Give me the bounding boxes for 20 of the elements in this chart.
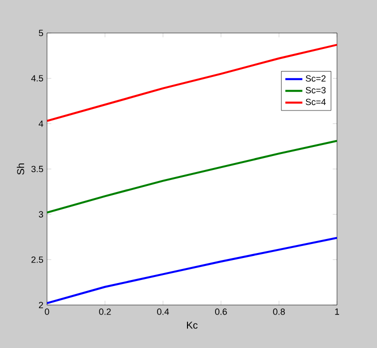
y-tick-label: 2 [38, 302, 44, 308]
legend-label: Sc=3 [306, 86, 326, 94]
y-tick-label: 2.5 [31, 256, 44, 263]
y-axis-title: Sh [16, 164, 24, 175]
line-series [47, 140, 338, 214]
x-tick-label: 0.6 [215, 308, 227, 315]
legend-label: Sc=4 [306, 98, 326, 106]
x-tick-label: 0.4 [157, 308, 169, 315]
y-tick-label: 5 [38, 30, 44, 36]
y-tick-label: 4 [38, 120, 44, 127]
x-axis-title: Kc [187, 322, 198, 329]
x-tick-label: 0 [44, 308, 50, 315]
x-tick-label: 0.2 [99, 308, 111, 315]
y-tick-label: 3.5 [31, 166, 44, 172]
x-tick-label: 1 [335, 308, 340, 315]
y-tick-label: 4.5 [31, 75, 44, 82]
legend-label: Sc=2 [306, 75, 326, 82]
y-tick-label: 3 [38, 211, 44, 218]
x-tick-label: 0.8 [273, 308, 285, 315]
line-series [47, 236, 338, 304]
